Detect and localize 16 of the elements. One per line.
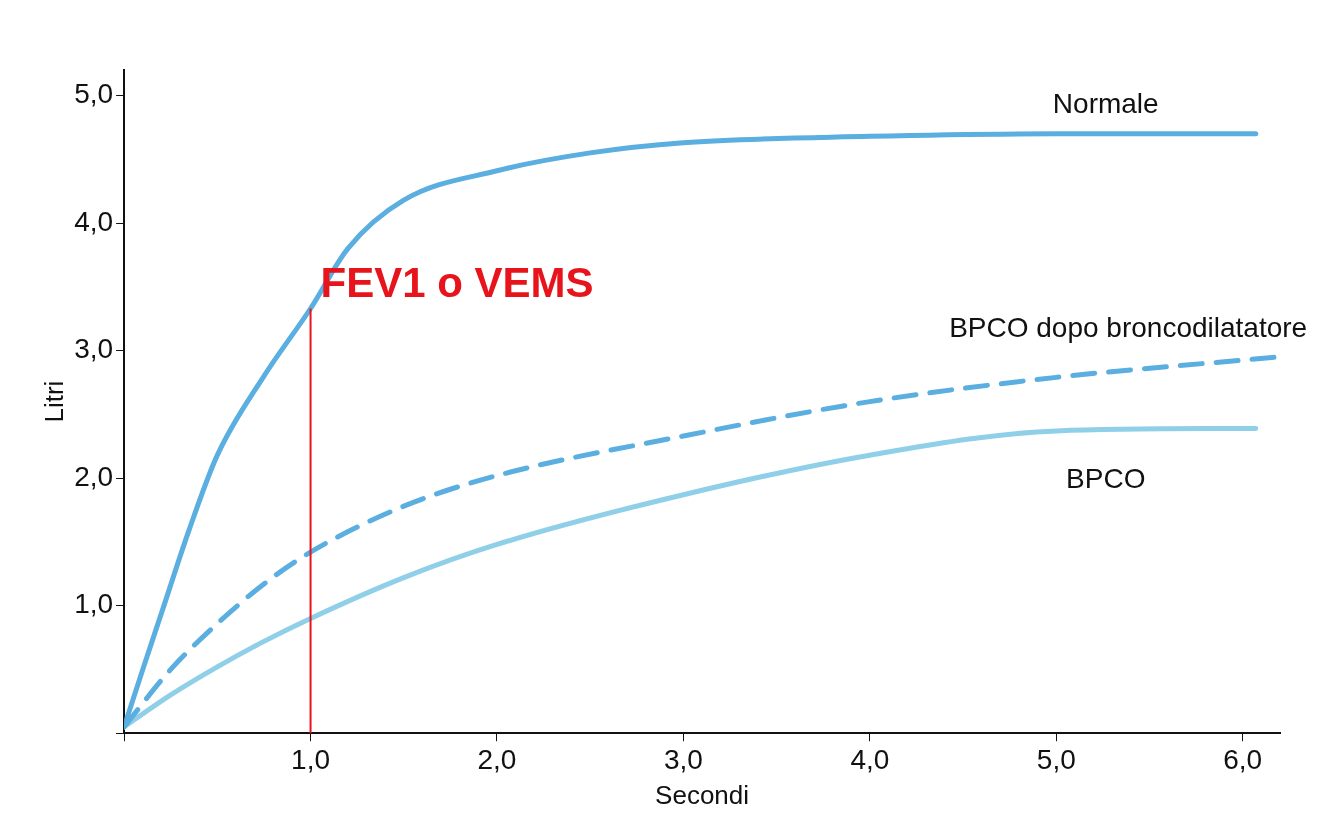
series-label: BPCO bbox=[1066, 463, 1146, 495]
x-tick-label: 3,0 bbox=[663, 743, 703, 775]
series-label: Normale bbox=[1052, 88, 1159, 120]
x-tick-label: 1,0 bbox=[291, 743, 331, 775]
y-tick-label: 5,0 bbox=[74, 78, 114, 110]
x-tick-label: 6,0 bbox=[1223, 743, 1263, 775]
x-axis-title: Secondi bbox=[655, 779, 750, 810]
y-axis-title: Litri bbox=[38, 380, 69, 423]
x-tick-label: 4,0 bbox=[850, 743, 890, 775]
y-tick-label: 4,0 bbox=[74, 205, 114, 237]
x-tick-label: 5,0 bbox=[1036, 743, 1076, 775]
y-tick-label: 3,0 bbox=[74, 333, 114, 365]
y-tick-label: 2,0 bbox=[74, 460, 114, 492]
series-label: BPCO dopo broncodilatatore bbox=[949, 311, 1308, 343]
x-tick-label: 2,0 bbox=[477, 743, 517, 775]
y-tick-label: 1,0 bbox=[74, 588, 114, 620]
